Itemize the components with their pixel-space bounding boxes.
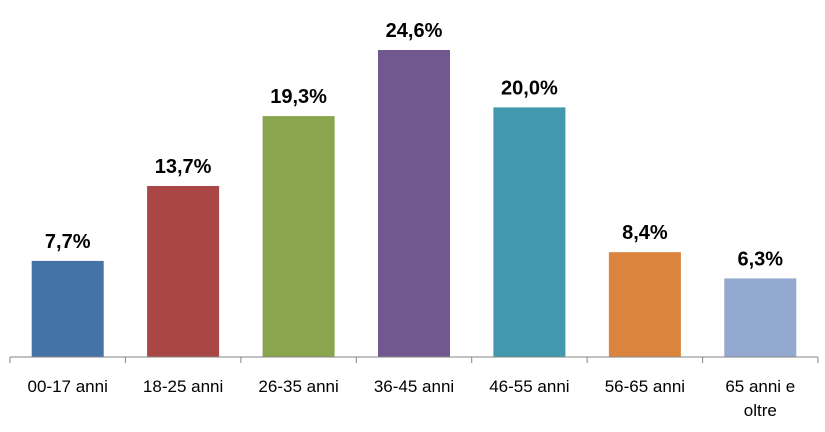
bar-2 [262,116,335,357]
x-tick-label-line: oltre [744,401,777,420]
bar-6 [724,278,797,357]
bar-3 [378,50,450,357]
x-tick-label-6: 65 anni e oltre [725,377,795,420]
data-label-5: 8,4% [622,222,668,244]
x-tick-label-5: 56-65 anni [605,377,685,396]
bar-4 [493,107,566,358]
x-tick-label-line: 18-25 anni [143,377,223,396]
bar-1 [147,186,220,357]
x-tick-label-line: 46-55 anni [489,377,569,396]
data-label-2: 19,3% [270,86,327,108]
x-tick-label-3: 36-45 anni [374,377,454,396]
x-tick-label-2: 26-35 anni [258,377,338,396]
x-tick-label-line: 26-35 anni [258,377,338,396]
x-tick-label-1: 18-25 anni [143,377,223,396]
bar-5 [608,252,681,357]
x-tick-label-line: 56-65 anni [605,377,685,396]
data-label-4: 20,0% [501,77,558,99]
data-label-1: 13,7% [155,156,212,178]
x-tick-label-line: 65 anni e [725,377,795,396]
data-label-0: 7,7% [45,231,91,253]
bar-0 [31,260,104,357]
x-tick-label-line: 36-45 anni [374,377,454,396]
data-label-6: 6,3% [738,248,784,270]
data-label-3: 24,6% [386,20,443,42]
x-tick-label-line: 00-17 anni [28,377,108,396]
x-tick-label-0: 00-17 anni [28,377,108,396]
x-tick-label-4: 46-55 anni [489,377,569,396]
